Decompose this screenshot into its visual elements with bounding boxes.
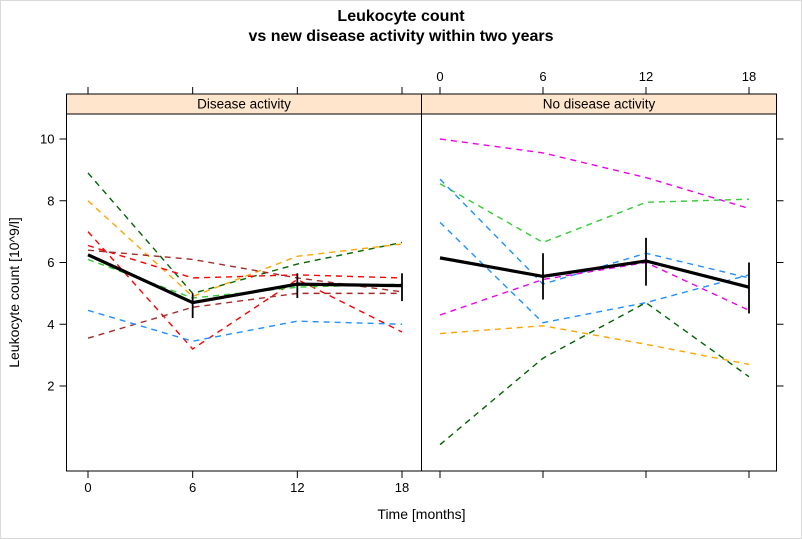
patient-line-dark-green <box>87 172 403 295</box>
x-tick-label-bottom: 12 <box>290 480 304 495</box>
x-tick-label-bottom: 0 <box>84 480 91 495</box>
patient-line-blue <box>87 309 403 342</box>
y-tick-label: 2 <box>47 379 54 394</box>
chart-title-line2: vs new disease activity within two years <box>248 28 554 45</box>
strip-label: Disease activity <box>197 97 291 112</box>
chart-title-line1: Leukocyte count <box>337 8 465 25</box>
y-tick-label: 6 <box>47 255 54 270</box>
mean-line <box>87 253 403 305</box>
x-tick-label-top: 18 <box>742 69 756 84</box>
patient-line-magenta <box>439 261 750 316</box>
patient-line-dark-green <box>439 301 750 446</box>
patient-line-magenta <box>439 138 750 210</box>
panel-border <box>421 113 777 472</box>
strip-label: No disease activity <box>543 97 656 112</box>
y-tick-label: 10 <box>40 132 54 147</box>
panel-no-disease-activity: No disease activity 0 6 12 18 <box>421 69 784 478</box>
x-tick-label-bottom: 18 <box>395 480 409 495</box>
mean-line <box>439 256 750 289</box>
patient-line-blue <box>439 221 750 324</box>
patient-line-orange <box>87 200 403 298</box>
x-tick-label-bottom: 6 <box>189 480 196 495</box>
chart-title: Leukocyte count vs new disease activity … <box>1 7 801 47</box>
x-tick-label-top: 6 <box>539 69 546 84</box>
patient-line-orange <box>439 325 750 366</box>
y-axis-title: Leukocyte count [10^9/l] <box>6 217 22 368</box>
x-tick-label-top: 12 <box>639 69 653 84</box>
patient-line-green <box>439 183 750 244</box>
x-axis-title: Time [months] <box>377 506 465 522</box>
x-tick-label-top: 0 <box>436 69 443 84</box>
y-tick-label: 4 <box>47 317 54 332</box>
patient-line-red <box>87 244 403 279</box>
patient-line-brown <box>87 292 402 339</box>
patient-line-red <box>87 231 403 350</box>
y-tick-label: 8 <box>47 193 54 208</box>
